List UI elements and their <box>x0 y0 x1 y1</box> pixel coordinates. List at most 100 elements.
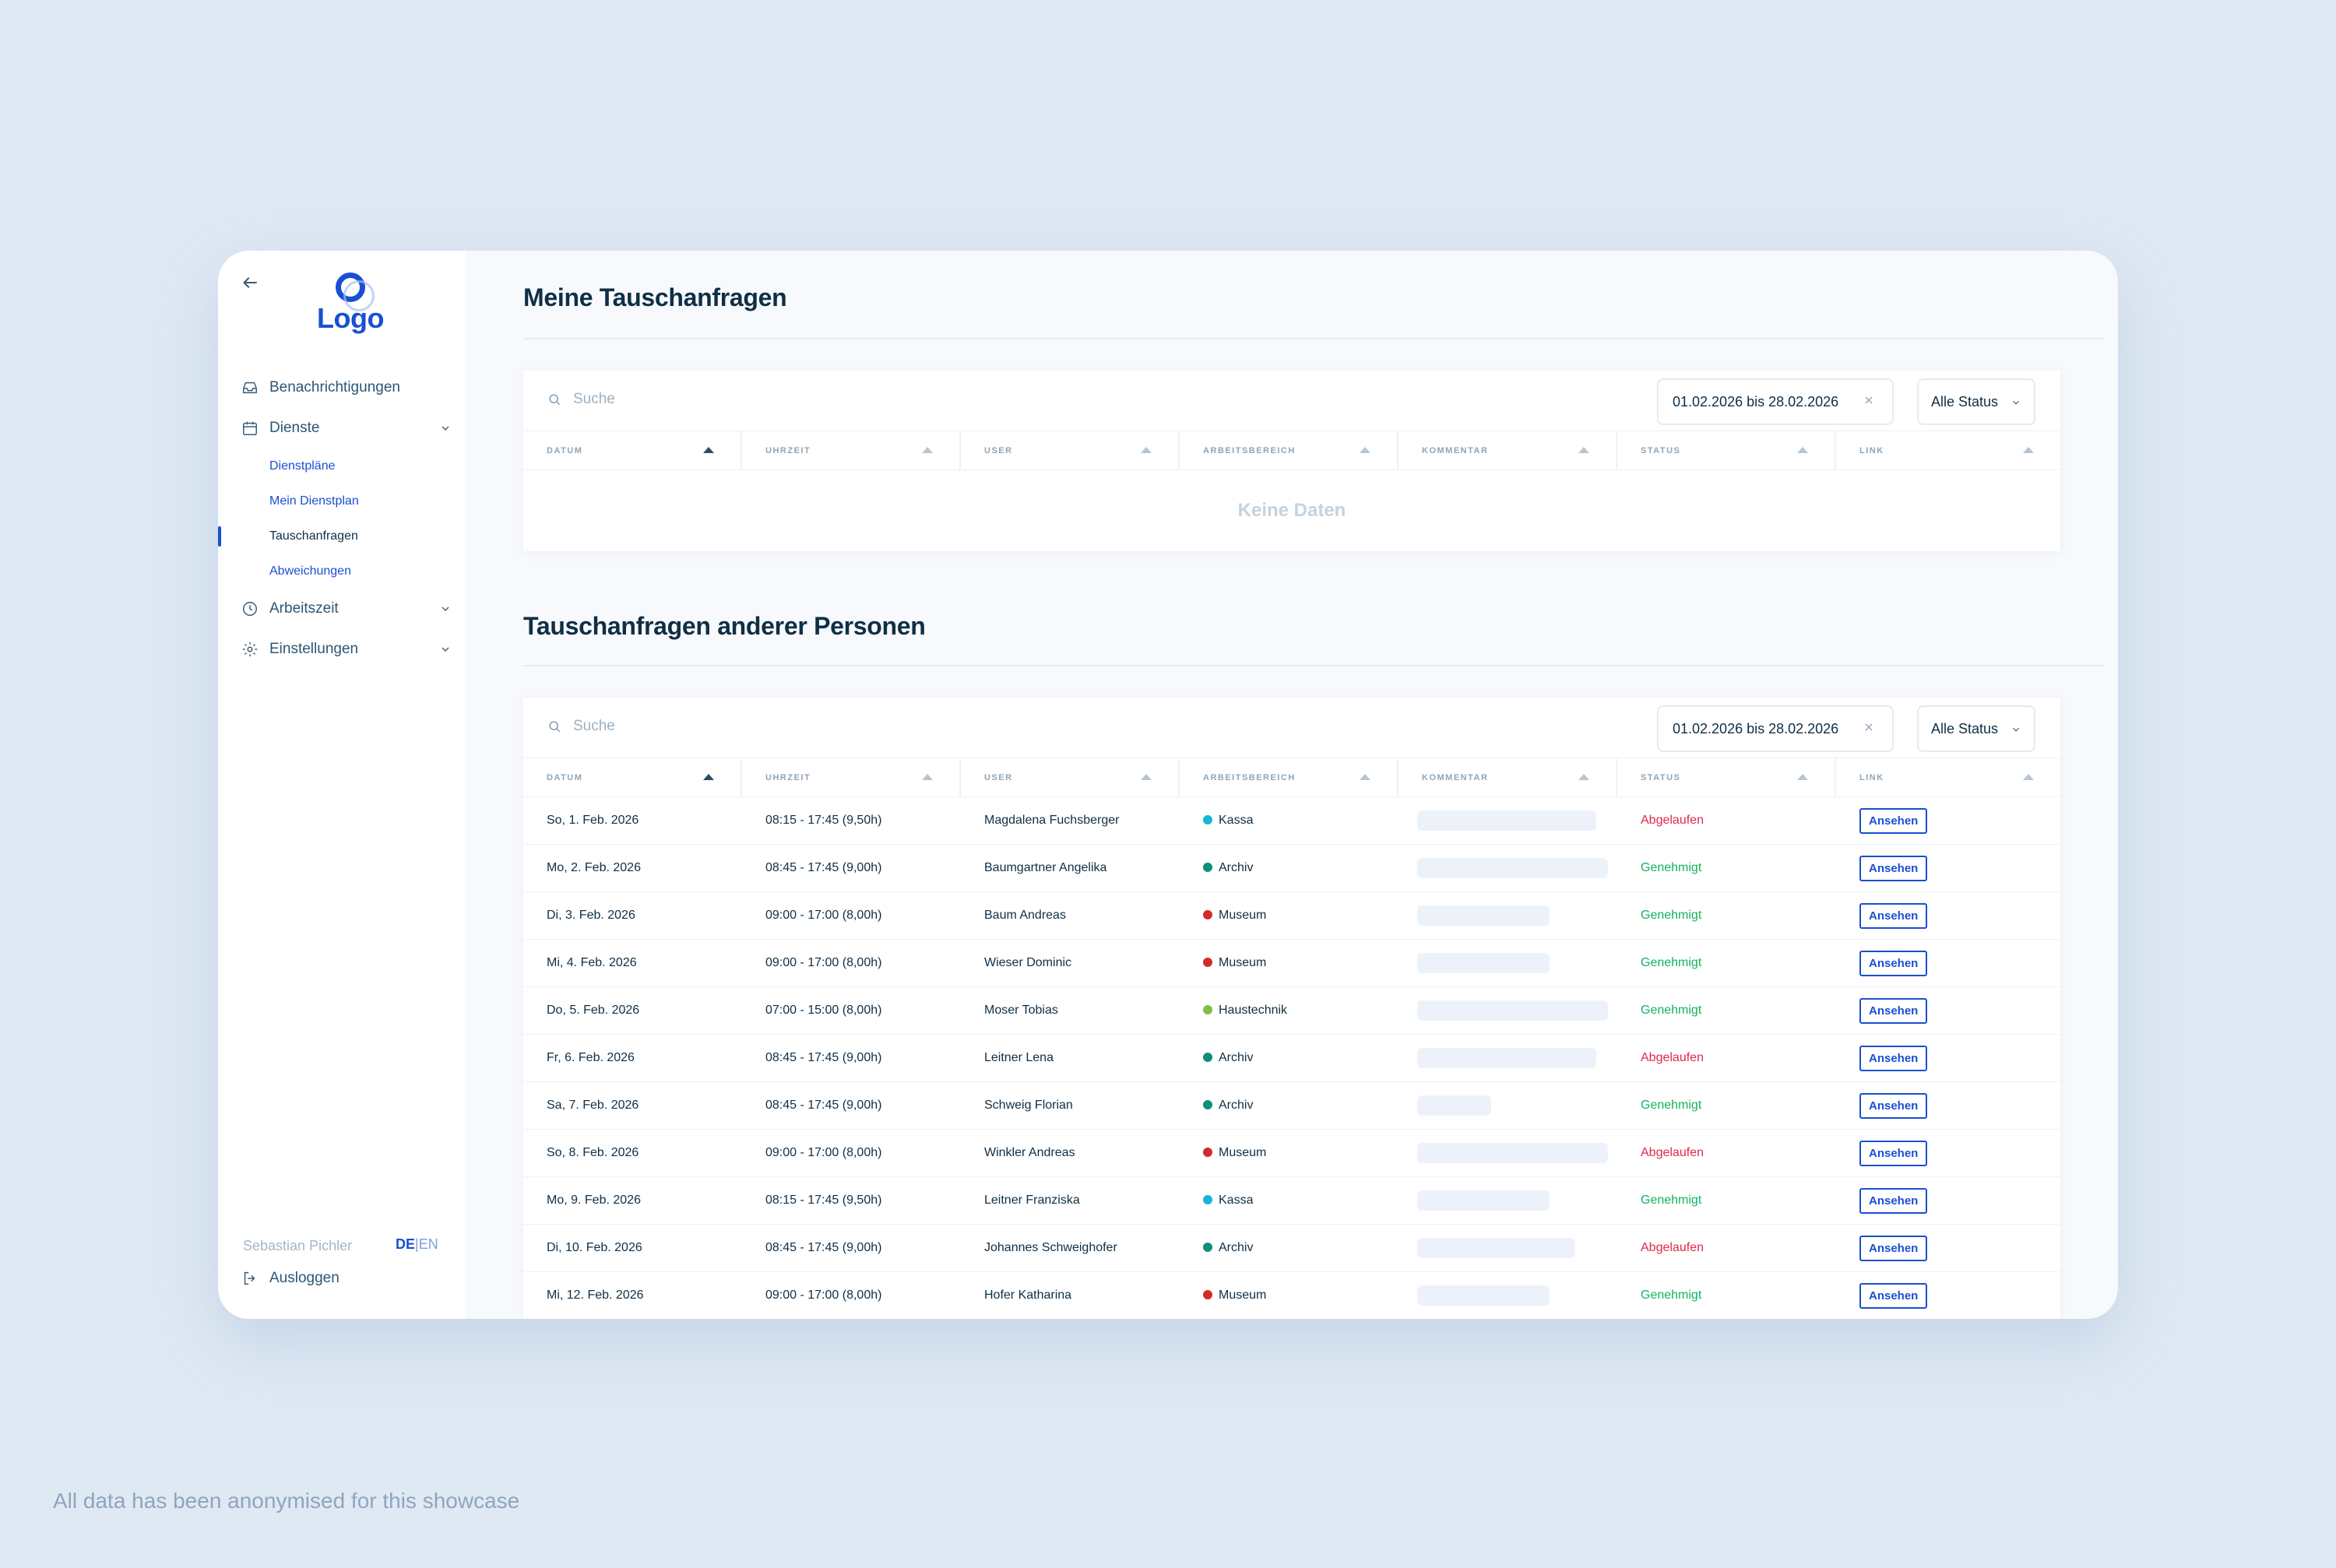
cell-datum: Di, 3. Feb. 2026 <box>547 909 635 922</box>
column-header[interactable]: KOMMENTAR <box>1398 758 1617 796</box>
clock-icon <box>243 602 257 616</box>
logout-button[interactable]: Ausloggen <box>241 1260 339 1297</box>
table-row: Fr, 6. Feb. 2026 08:45 - 17:45 (9,00h) Lei… <box>523 1035 2060 1082</box>
cell-user: Moser Tobias <box>984 1004 1058 1017</box>
nav-item-dienste[interactable]: Dienste <box>241 408 452 448</box>
view-button[interactable]: Ansehen <box>1859 1235 1928 1261</box>
column-header[interactable]: KOMMENTAR <box>1398 431 1617 469</box>
cell-uhrzeit: 08:15 - 17:45 (9,50h) <box>765 814 882 827</box>
divider <box>523 338 2104 339</box>
sub-item-abweichungen[interactable]: Abweichungen <box>269 564 351 578</box>
column-header[interactable]: ARBEITSBEREICH <box>1180 431 1398 469</box>
divider <box>523 665 2104 666</box>
view-button[interactable]: Ansehen <box>1859 1187 1928 1214</box>
area-label: Archiv <box>1219 861 1254 874</box>
cell-datum: Mo, 9. Feb. 2026 <box>547 1194 641 1207</box>
nav-item-notifications[interactable]: Benachrichtigungen <box>241 367 452 408</box>
column-header[interactable]: DATUM <box>523 431 742 469</box>
status-filter-select[interactable]: Alle Status <box>1917 378 2035 425</box>
sort-icon <box>2023 774 2034 780</box>
section-title-andere: Tauschanfragen anderer Personen <box>523 612 926 640</box>
column-header[interactable]: UHRZEIT <box>742 431 961 469</box>
nav-item-einstellungen[interactable]: Einstellungen <box>241 629 452 670</box>
area-dot-icon <box>1203 1195 1212 1204</box>
view-button[interactable]: Ansehen <box>1859 1045 1928 1071</box>
comment-placeholder <box>1417 905 1550 926</box>
search-placeholder: Suche <box>573 391 615 407</box>
cell-arbeitsbereich: Museum <box>1180 909 1398 923</box>
view-button[interactable]: Ansehen <box>1859 950 1928 976</box>
lang-en[interactable]: EN <box>418 1236 438 1252</box>
view-button[interactable]: Ansehen <box>1859 855 1928 881</box>
close-icon[interactable] <box>1863 394 1875 406</box>
table-row: Mo, 9. Feb. 2026 08:15 - 17:45 (9,50h) Lei… <box>523 1177 2060 1225</box>
table-row: Mi, 12. Feb. 2026 09:00 - 17:00 (8,00h) Ho… <box>523 1272 2060 1319</box>
column-header[interactable]: STATUS <box>1617 758 1836 796</box>
cell-uhrzeit: 08:15 - 17:45 (9,50h) <box>765 1194 882 1207</box>
sort-icon <box>1141 774 1152 780</box>
cell-arbeitsbereich: Museum <box>1180 1289 1398 1303</box>
cell-arbeitsbereich: Museum <box>1180 956 1398 970</box>
my-requests-panel: Suche 01.02.2026 bis 28.02.2026 Alle Sta… <box>523 371 2060 551</box>
view-button[interactable]: Ansehen <box>1859 1140 1928 1166</box>
column-header[interactable]: LINK <box>1836 758 2060 796</box>
cell-link: Ansehen <box>1836 997 2060 1024</box>
cell-kommentar <box>1398 1000 1617 1021</box>
sort-icon <box>1578 774 1589 780</box>
view-button[interactable]: Ansehen <box>1859 807 1928 834</box>
sub-item-dienstplaene[interactable]: Dienstpläne <box>269 459 336 473</box>
date-range-picker[interactable]: 01.02.2026 bis 28.02.2026 <box>1657 705 1894 752</box>
sub-item-mein-dienstplan[interactable]: Mein Dienstplan <box>269 494 359 508</box>
cell-datum: Fr, 6. Feb. 2026 <box>547 1051 635 1064</box>
cell-arbeitsbereich: Archiv <box>1180 1099 1398 1113</box>
column-header[interactable]: USER <box>961 431 1180 469</box>
area-label: Archiv <box>1219 1051 1254 1064</box>
view-button[interactable]: Ansehen <box>1859 1282 1928 1309</box>
cell-link: Ansehen <box>1836 1187 2060 1214</box>
cell-arbeitsbereich: Archiv <box>1180 1051 1398 1065</box>
sort-icon <box>1360 447 1370 453</box>
column-header[interactable]: STATUS <box>1617 431 1836 469</box>
cell-uhrzeit: 09:00 - 17:00 (8,00h) <box>765 1289 882 1302</box>
area-label: Museum <box>1219 909 1267 922</box>
view-button[interactable]: Ansehen <box>1859 997 1928 1024</box>
search-input[interactable]: Suche <box>547 391 615 408</box>
cell-link: Ansehen <box>1836 1140 2060 1166</box>
sub-item-tauschanfragen[interactable]: Tauschanfragen <box>218 519 452 554</box>
sort-icon <box>1360 774 1370 780</box>
comment-placeholder <box>1417 1048 1596 1068</box>
view-button[interactable]: Ansehen <box>1859 902 1928 929</box>
cell-status: Abgelaufen <box>1641 814 1704 827</box>
search-input[interactable]: Suche <box>547 718 615 735</box>
area-label: Archiv <box>1219 1099 1254 1112</box>
area-dot-icon <box>1203 910 1212 919</box>
column-header[interactable]: ARBEITSBEREICH <box>1180 758 1398 796</box>
sort-icon <box>2023 447 2034 453</box>
cell-arbeitsbereich: Archiv <box>1180 861 1398 875</box>
logout-icon <box>244 1271 255 1285</box>
lang-de[interactable]: DE <box>396 1236 416 1252</box>
cell-link: Ansehen <box>1836 807 2060 834</box>
date-range-picker[interactable]: 01.02.2026 bis 28.02.2026 <box>1657 378 1894 425</box>
back-arrow-icon[interactable] <box>238 271 262 294</box>
sort-icon <box>1797 447 1808 453</box>
column-header[interactable]: DATUM <box>523 758 742 796</box>
column-header[interactable]: LINK <box>1836 431 2060 469</box>
area-dot-icon <box>1203 863 1212 872</box>
calendar-icon <box>243 421 257 435</box>
status-filter-select[interactable]: Alle Status <box>1917 705 2035 752</box>
cell-uhrzeit: 08:45 - 17:45 (9,00h) <box>765 1051 882 1064</box>
cell-link: Ansehen <box>1836 855 2060 881</box>
main-nav: Benachrichtigungen Dienste Dienstpläne M… <box>218 367 452 670</box>
sort-asc-icon <box>703 447 714 453</box>
column-header[interactable]: UHRZEIT <box>742 758 961 796</box>
table-row: So, 8. Feb. 2026 09:00 - 17:00 (8,00h) Win… <box>523 1130 2060 1177</box>
nav-item-label: Arbeitszeit <box>269 600 339 617</box>
area-label: Kassa <box>1219 1194 1254 1207</box>
cell-status: Genehmigt <box>1641 1289 1702 1302</box>
cell-uhrzeit: 09:00 - 17:00 (8,00h) <box>765 1146 882 1159</box>
close-icon[interactable] <box>1863 721 1875 733</box>
column-header[interactable]: USER <box>961 758 1180 796</box>
nav-item-arbeitszeit[interactable]: Arbeitszeit <box>241 589 452 629</box>
view-button[interactable]: Ansehen <box>1859 1092 1928 1119</box>
